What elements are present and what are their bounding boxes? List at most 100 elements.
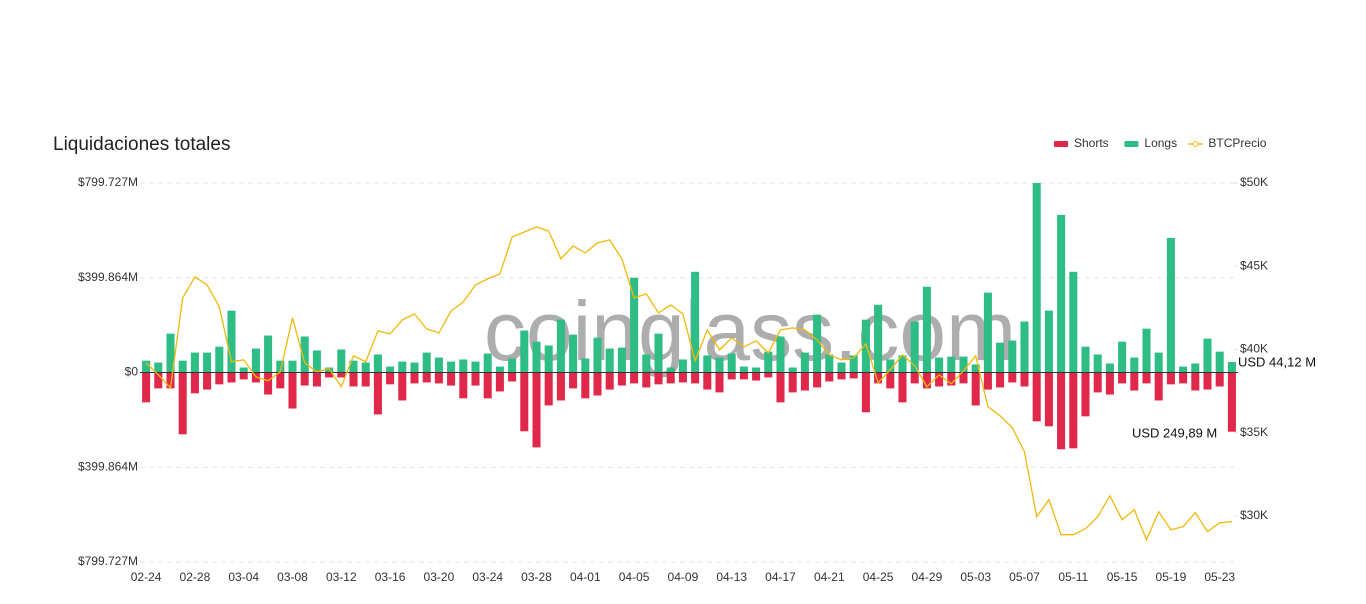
bar (1057, 214, 1066, 373)
bar (398, 361, 407, 373)
x-tick-label: 05-23 (1204, 570, 1235, 584)
bar (691, 372, 700, 384)
bar (910, 372, 919, 384)
bar (959, 372, 968, 384)
bar (398, 372, 407, 401)
bar (837, 362, 846, 373)
bar (1093, 354, 1102, 373)
bar (1154, 352, 1163, 373)
bar (422, 352, 431, 373)
bar (1203, 372, 1212, 390)
bar (1105, 363, 1114, 373)
bar (532, 372, 541, 448)
bar (532, 341, 541, 373)
bar (520, 372, 529, 432)
bar (1191, 363, 1200, 373)
bar (556, 319, 565, 373)
bar (788, 372, 797, 393)
bar (678, 359, 687, 373)
bar (617, 347, 626, 373)
bar (581, 372, 590, 399)
bar (325, 367, 334, 373)
x-tick-label: 05-19 (1156, 570, 1187, 584)
bar (1179, 366, 1188, 373)
bar (300, 336, 309, 373)
x-tick-label: 04-17 (765, 570, 796, 584)
bar (971, 364, 980, 373)
bar (349, 360, 358, 373)
price-line (145, 226, 1232, 542)
bar (239, 372, 248, 380)
bar (1008, 340, 1017, 373)
bar (715, 372, 724, 393)
bar (971, 372, 980, 406)
bar (1227, 372, 1236, 432)
bar (1179, 372, 1188, 384)
x-tick-label: 03-12 (326, 570, 357, 584)
bar (849, 372, 858, 379)
bar (947, 372, 956, 386)
y-tick-label: $399.864M (78, 459, 138, 473)
x-tick-label: 02-28 (180, 570, 211, 584)
bar (1130, 357, 1139, 373)
bar (471, 361, 480, 373)
bar (642, 372, 651, 388)
x-tick-label: 05-11 (1058, 570, 1088, 584)
bar (190, 352, 199, 373)
bar (373, 354, 382, 373)
bar (922, 372, 931, 389)
bar (776, 336, 785, 373)
bar (739, 372, 748, 380)
bar (1069, 372, 1078, 449)
y-tick-label: $799.727M (78, 554, 138, 568)
bar (837, 372, 846, 380)
legend-swatch (1054, 141, 1068, 147)
x-tick-label: 03-16 (375, 570, 406, 584)
bar (349, 372, 358, 387)
bar (630, 372, 639, 384)
x-tick-label: 04-21 (814, 570, 845, 584)
bar (1081, 372, 1090, 417)
bar (1069, 271, 1078, 373)
bar (422, 372, 431, 383)
bar (166, 333, 175, 373)
bar (215, 346, 224, 373)
x-tick-label: 03-20 (424, 570, 455, 584)
bar (288, 372, 297, 409)
legend-label: Longs (1144, 136, 1177, 150)
bar (178, 372, 187, 435)
plot (140, 183, 1238, 542)
bar (593, 372, 602, 396)
y2-tick-label: $30K (1240, 508, 1268, 522)
bar (813, 314, 822, 373)
bar (361, 372, 370, 387)
y2-tick-label: $40K (1240, 342, 1268, 356)
bar (959, 356, 968, 373)
bar (361, 362, 370, 373)
bar (630, 277, 639, 373)
bar (1227, 362, 1236, 373)
bar (227, 372, 236, 383)
bar (471, 372, 480, 386)
bar (1118, 341, 1127, 373)
bar (691, 271, 700, 373)
y-tick-label: $0 (125, 365, 139, 379)
bar (703, 372, 712, 390)
bar (861, 319, 870, 373)
bar (1081, 346, 1090, 373)
bar (886, 372, 895, 389)
x-tick-label: 04-01 (570, 570, 601, 584)
bar (666, 367, 675, 373)
bar (544, 372, 553, 406)
x-tick-label: 03-08 (277, 570, 308, 584)
bar (800, 352, 809, 373)
bar (947, 356, 956, 373)
bar (727, 372, 736, 380)
bar (251, 348, 260, 373)
legend-label: Shorts (1074, 136, 1109, 150)
bar (312, 372, 321, 387)
bar (678, 372, 687, 383)
bar (386, 372, 395, 385)
bar (1020, 321, 1029, 373)
bar (569, 372, 578, 389)
